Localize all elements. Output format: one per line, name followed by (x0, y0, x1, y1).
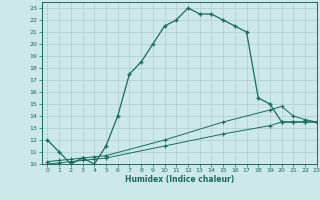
X-axis label: Humidex (Indice chaleur): Humidex (Indice chaleur) (124, 175, 234, 184)
